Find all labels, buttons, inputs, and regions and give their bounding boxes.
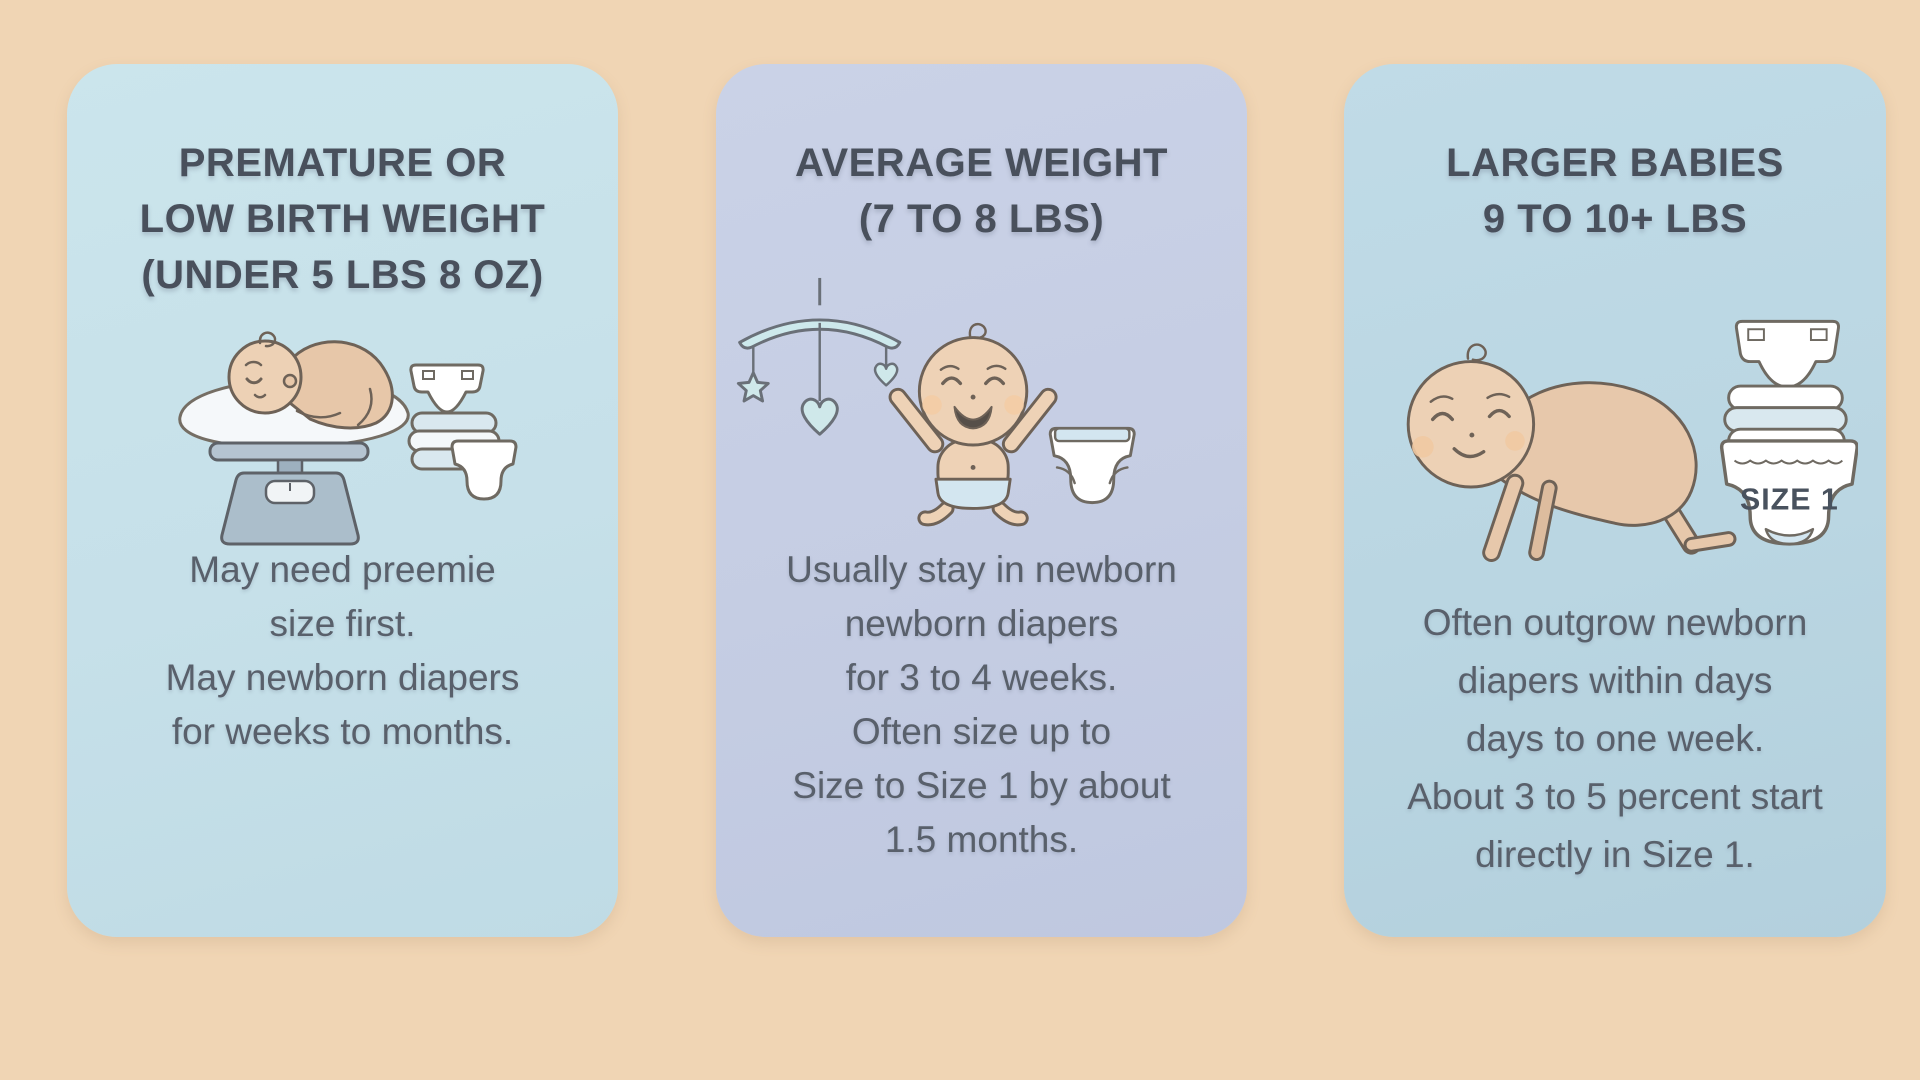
size-1-label: SIZE 1	[1740, 484, 1839, 517]
body-line: days to one week.	[1465, 718, 1765, 759]
diaper-icon	[1048, 426, 1136, 505]
body-line: size first.	[269, 603, 416, 644]
sleeping-baby-icon	[227, 331, 394, 430]
title-line: AVERAGE WEIGHT	[795, 141, 1168, 185]
body-line: Size to Size 1 by about	[792, 765, 1171, 806]
body-line: directly in Size 1.	[1475, 834, 1755, 875]
body-line: for weeks to months.	[171, 711, 514, 752]
body-line: newborn diapers	[844, 603, 1119, 644]
body-line: May need preemie	[189, 549, 496, 590]
crawling-baby-illustration: SIZE 1	[1406, 319, 1858, 562]
card-body-text: May need preemie size first. May newborn…	[67, 543, 618, 759]
weighing-scale-icon	[208, 441, 370, 546]
card-title: PREMATURE OR LOW BIRTH WEIGHT (UNDER 5 L…	[67, 135, 618, 303]
diaper-stack-icon	[407, 363, 518, 501]
title-line: 9 TO 10+ LBS	[1482, 197, 1748, 241]
title-line: (7 TO 8 LBS)	[858, 197, 1105, 241]
title-line: LOW BIRTH WEIGHT	[139, 197, 546, 241]
sleeping-baby-on-scale-illustration	[178, 331, 518, 546]
happy-baby-icon	[888, 322, 1058, 527]
body-line: May newborn diapers	[165, 657, 520, 698]
baby-mobile-icon	[736, 277, 902, 436]
title-line: PREMATURE OR	[178, 141, 507, 185]
card-body-text: Usually stay in newborn newborn diapers …	[716, 543, 1247, 867]
body-line: Often outgrow newborn	[1422, 602, 1808, 643]
title-line: LARGER BABIES	[1446, 141, 1784, 185]
body-line: for 3 to 4 weeks.	[845, 657, 1118, 698]
body-line: About 3 to 5 percent start	[1407, 776, 1823, 817]
body-line: Often size up to	[851, 711, 1112, 752]
body-line: diapers within days	[1457, 660, 1773, 701]
happy-baby-illustration	[736, 277, 1136, 527]
crawling-baby-icon	[1406, 343, 1737, 562]
card-average-weight: AVERAGE WEIGHT (7 TO 8 LBS)	[716, 64, 1247, 937]
card-title: LARGER BABIES 9 TO 10+ LBS	[1344, 135, 1886, 247]
card-body-text: Often outgrow newborn diapers within day…	[1344, 594, 1886, 884]
card-larger-babies: LARGER BABIES 9 TO 10+ LBS	[1344, 64, 1886, 937]
card-premature-low-birth-weight: PREMATURE OR LOW BIRTH WEIGHT (UNDER 5 L…	[67, 64, 618, 937]
card-title: AVERAGE WEIGHT (7 TO 8 LBS)	[716, 135, 1247, 247]
size-1-diaper-stack-icon: SIZE 1	[1719, 319, 1858, 546]
body-line: 1.5 months.	[884, 819, 1079, 860]
body-line: Usually stay in newborn	[786, 549, 1177, 590]
title-line: (UNDER 5 LBS 8 OZ)	[141, 253, 544, 297]
